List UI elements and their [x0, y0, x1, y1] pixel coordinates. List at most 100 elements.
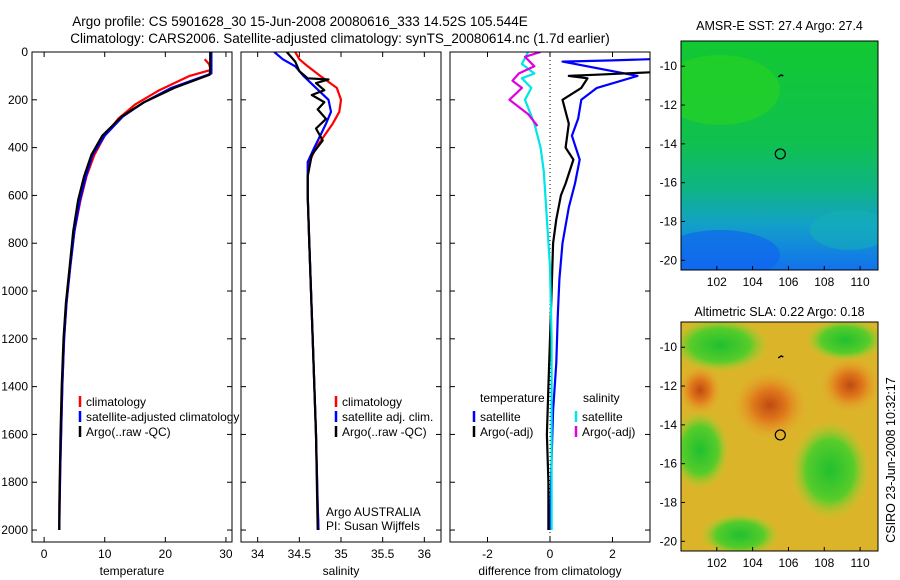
- figure-title-line-2: Climatology: CARS2006. Satellite-adjuste…: [70, 31, 610, 46]
- map-y-tick-label: -12: [660, 98, 678, 112]
- series-group: [508, 52, 650, 531]
- map-title: Altimetric SLA: 0.22 Argo: 0.18: [694, 305, 864, 319]
- series-line-climatology: [294, 52, 343, 531]
- y-tick-label: 1000: [1, 284, 28, 298]
- legend-entry: climatology: [342, 395, 402, 409]
- x-axis-label: salinity: [323, 564, 360, 578]
- y-tick-label: 1400: [1, 380, 28, 394]
- y-tick-label: 800: [8, 236, 28, 250]
- map-y-tick-label: -12: [660, 379, 678, 393]
- map-x-tick-label: 110: [851, 556, 870, 570]
- y-tick-label: 2000: [1, 523, 28, 537]
- y-tick-label: 1200: [1, 332, 28, 346]
- x-tick-label: 34: [251, 547, 265, 561]
- sst-map: AMSR-E SST: 27.4 Argo: 27.4 102 104 106 108 1…: [660, 19, 879, 289]
- map-y-tick-label: -16: [660, 457, 678, 471]
- x-axis-label: temperature: [100, 564, 165, 578]
- y-tick-label: 1800: [1, 475, 28, 489]
- figure-title-line-1: Argo profile: CS 5901628_30 15-Jun-2008 …: [72, 14, 528, 29]
- side-timestamp-label: CSIRO 23-Jun-2008 10:32:17: [884, 377, 898, 542]
- x-tick-label: 35.5: [371, 547, 395, 561]
- y-tick-label: 600: [8, 188, 28, 202]
- map-frame: [680, 321, 879, 552]
- series-line-argo: [285, 52, 330, 531]
- map-y-tick-label: -14: [660, 137, 678, 151]
- panel-annotation: Argo AUSTRALIA: [326, 505, 421, 519]
- series-group: [58, 52, 213, 531]
- sla-map-green-patch-sw: [700, 513, 780, 551]
- legend-entry: satellite adj. clim.: [342, 410, 433, 424]
- map-x-tick-label: 106: [778, 556, 798, 570]
- map-frame: [680, 40, 879, 271]
- map-y-tick-label: -16: [660, 176, 678, 190]
- series-line-satellite: [58, 52, 213, 531]
- x-tick-label: 35: [334, 547, 348, 561]
- sla-map-hot-spot-center: [732, 370, 808, 440]
- legend-entry: satellite-adjusted climatology: [86, 410, 239, 424]
- sla-map-green-patch-nw: [681, 322, 770, 373]
- series-line-argo: [545, 71, 650, 530]
- map-x-tick-label: 102: [707, 556, 727, 570]
- map-title: AMSR-E SST: 27.4 Argo: 27.4: [696, 19, 863, 33]
- legend-header-salinity: salinity: [583, 391, 620, 405]
- map-x-tick-label: 104: [743, 275, 763, 289]
- x-axis-label: difference from climatology: [478, 564, 621, 578]
- series-line-climatology: [58, 58, 212, 531]
- x-tick-label: 2: [609, 547, 616, 561]
- sla-map-hot-spot-west: [681, 365, 722, 415]
- x-tick-label: 0: [41, 547, 48, 561]
- y-tick-label: 1600: [1, 427, 28, 441]
- temperature-panel: 0 10 20 30 temperature 0 200 400 600 800 1000 1200 1…: [1, 45, 239, 578]
- sla-map-green-patch-w: [681, 410, 730, 490]
- plot-frame: [240, 51, 442, 543]
- map-x-tick-label: 108: [814, 275, 834, 289]
- x-tick-label: 10: [98, 547, 112, 561]
- legend-entry: climatology: [86, 395, 146, 409]
- legend: temperature salinitysatelliteArgo(-adj)sa…: [472, 391, 635, 439]
- map-y-tick-label: -20: [660, 534, 678, 548]
- sla-map-green-patch-e: [790, 420, 870, 520]
- y-tick-label: 200: [8, 93, 28, 107]
- legend-entry: Argo(-adj): [582, 425, 635, 439]
- x-tick-label: -2: [482, 547, 493, 561]
- map-y-tick-label: -20: [660, 253, 678, 267]
- map-x-tick-label: 110: [851, 275, 870, 289]
- map-x-tick-label: 104: [743, 556, 763, 570]
- x-tick-label: 34.5: [288, 547, 312, 561]
- sst-map-cool-patch: [681, 230, 780, 270]
- map-y-tick-label: -10: [660, 340, 678, 354]
- sst-map-warm-patch: [681, 55, 780, 125]
- sla-map-green-patch-ne: [805, 322, 878, 362]
- plot-frame: [31, 51, 233, 543]
- series-group: [273, 52, 343, 531]
- float-track-marker: [777, 74, 784, 78]
- legend-entry: Argo(..raw -QC): [86, 425, 171, 439]
- map-y-tick-label: -14: [660, 418, 678, 432]
- legend-entry: satellite: [480, 410, 521, 424]
- argo-position-marker: [774, 429, 786, 441]
- legend-entry: satellite: [582, 410, 623, 424]
- panel-annotation: PI: Susan Wijffels: [326, 519, 420, 533]
- legend-entry: Argo(-adj): [480, 425, 533, 439]
- x-tick-label: 20: [159, 547, 173, 561]
- series-line-argo_salinity: [508, 52, 541, 127]
- x-tick-label: 0: [547, 547, 554, 561]
- series-line-argo: [58, 52, 212, 530]
- map-x-tick-label: 102: [707, 275, 727, 289]
- map-y-tick-label: -18: [660, 214, 678, 228]
- map-y-tick-label: -10: [660, 59, 678, 73]
- map-y-tick-label: -18: [660, 495, 678, 509]
- argo-position-marker: [774, 148, 786, 160]
- float-track-marker: [777, 355, 784, 359]
- legend-header-temperature: temperature: [480, 391, 545, 405]
- y-tick-label: 0: [21, 45, 28, 59]
- difference-panel: -2 0 2 difference from climatology temperatu…: [449, 51, 651, 578]
- y-tick-label: 400: [8, 141, 28, 155]
- legend-entry: Argo(..raw -QC): [342, 425, 427, 439]
- salinity-panel: 34 34.5 35 35.5 36 salinity climatologysatelli…: [240, 51, 442, 578]
- sla-map-hot-spot-east: [820, 357, 878, 413]
